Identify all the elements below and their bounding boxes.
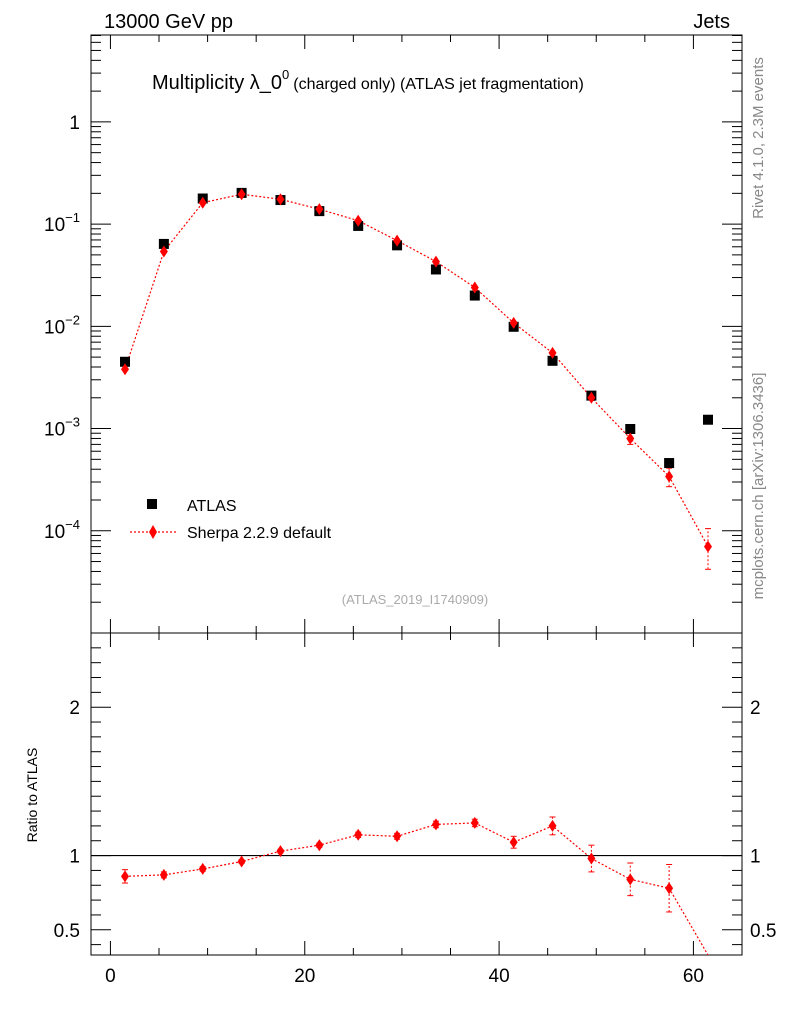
mc-point: [703, 540, 712, 553]
mc-point: [237, 188, 246, 201]
main-data: [120, 187, 713, 570]
data-point: [547, 355, 558, 366]
mc-point: [276, 193, 285, 206]
ratio-point: [276, 845, 285, 858]
y-tick-label: 10−4: [44, 517, 80, 543]
analysis-label: (ATLAS_2019_I1740909): [342, 592, 488, 607]
main-axes: 10−4 10−3 10−2 10−1 1: [44, 35, 742, 634]
ratio-y-tick-label: 1: [69, 847, 80, 868]
mc-point: [548, 346, 557, 359]
mc-point: [121, 363, 130, 376]
mc-point: [587, 391, 596, 404]
ratio-panel-frame: [90, 632, 743, 956]
data-point: [664, 458, 675, 469]
x-tick-label: 40: [489, 966, 510, 987]
ratio-point: [237, 855, 246, 868]
mc-point: [431, 255, 440, 268]
y-tick-label: 10−1: [44, 210, 80, 236]
ratio-y-tick-label-right: 1: [750, 847, 761, 868]
ratio-point: [665, 882, 674, 895]
legend-mc-marker: [149, 525, 157, 539]
ratio-point: [393, 830, 402, 843]
ratio-point: [626, 873, 635, 886]
data-point: [469, 290, 480, 301]
y-tick-label: 10−3: [44, 415, 80, 441]
legend: ATLAS Sherpa 2.2.9 default: [130, 498, 332, 542]
data-point: [702, 414, 713, 425]
ratio-y-tick-label-right: 2: [750, 698, 761, 719]
ratio-point: [548, 819, 557, 832]
mcplots-label: mcplots.cern.ch [arXiv:1306.3436]: [750, 373, 767, 600]
mc-point: [354, 214, 363, 227]
x-tick-label: 60: [683, 966, 704, 987]
legend-data-marker: [147, 499, 157, 509]
ratio-y-tick-label-right: 0.5: [750, 921, 776, 942]
ratio-axes: 0 20 40 60 0.5 0.5 1 1 2 2: [54, 633, 776, 987]
ratio-point: [315, 839, 324, 852]
data-point: [430, 264, 441, 275]
mc-point: [665, 470, 674, 483]
main-panel-frame: [90, 34, 743, 634]
mc-point: [198, 196, 207, 209]
y-tick-label: 10−2: [44, 312, 80, 338]
mc-point: [509, 316, 518, 329]
ratio-data: [121, 816, 709, 956]
data-point: [158, 238, 169, 249]
y-tick-label: 1: [69, 113, 80, 134]
data-point: [625, 424, 636, 435]
legend-data-label: ATLAS: [187, 498, 237, 515]
ratio-series-line: [124, 822, 709, 956]
ratio-point: [159, 868, 168, 881]
legend-mc-label: Sherpa 2.2.9 default: [187, 525, 332, 542]
x-tick-label: 20: [294, 966, 315, 987]
mc-point: [470, 281, 479, 294]
ratio-point: [354, 828, 363, 841]
mc-point: [159, 245, 168, 258]
mc-point: [315, 203, 324, 216]
mc-point: [393, 234, 402, 247]
header-right: Jets: [693, 11, 730, 33]
mc-series-line: [124, 193, 709, 547]
ratio-y-tick-label: 0.5: [54, 921, 80, 942]
ratio-y-tick-label: 2: [69, 698, 80, 719]
ratio-point: [470, 816, 479, 829]
ratio-point: [431, 818, 440, 831]
x-tick-label: 0: [105, 966, 116, 987]
ratio-point: [509, 836, 518, 849]
ratio-ylabel: Ratio to ATLAS: [24, 748, 40, 843]
chart-title-sub: (charged only) (ATLAS jet fragmentation): [293, 76, 584, 93]
mc-point: [626, 432, 635, 445]
ratio-point: [587, 852, 596, 865]
ratio-point: [121, 870, 130, 883]
header-left: 13000 GeV pp: [104, 11, 233, 33]
data-point: [120, 356, 131, 367]
rivet-label: Rivet 4.1.0, 2.3M events: [750, 57, 767, 219]
chart-title: Multiplicity λ_00 (charged only) (ATLAS j…: [152, 67, 584, 94]
ratio-point: [198, 862, 207, 875]
chart-title-main: Multiplicity λ_0: [152, 72, 282, 94]
chart-title-sup: 0: [282, 67, 289, 82]
